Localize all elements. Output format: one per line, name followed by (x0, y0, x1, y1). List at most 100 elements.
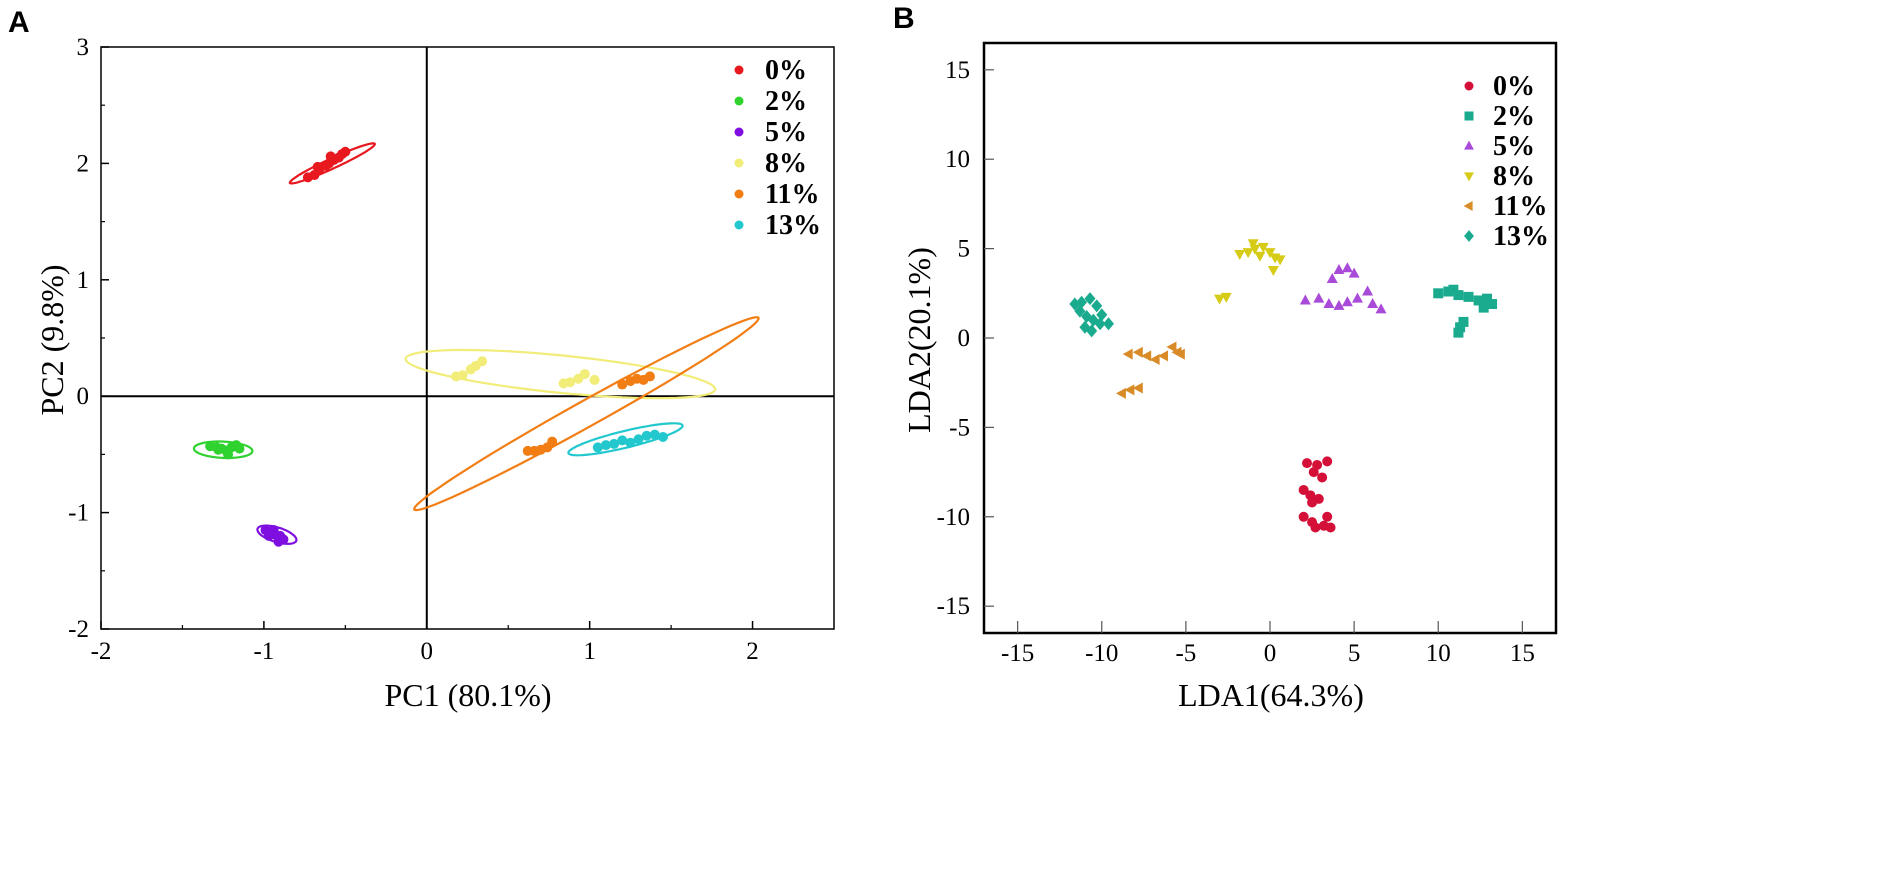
panel-a-data-point (617, 379, 628, 390)
panel-b-legend-marker (1464, 140, 1474, 150)
panel-a-x-tick-label: 0 (421, 638, 434, 665)
panel-b-legend-marker (1464, 81, 1474, 91)
panel-b-data-point (1351, 292, 1363, 303)
panel-b-data-point (1214, 294, 1226, 305)
panel-a-legend-label: 11% (765, 179, 819, 210)
panel-b-data-point (1254, 251, 1266, 262)
panel-b-data-point (1124, 384, 1135, 396)
panel-a-y-tick-label: -1 (68, 500, 89, 527)
panel-b-data-point (1323, 298, 1335, 309)
panel-a-legend-label: 0% (765, 55, 807, 86)
panel-a-y-tick-label: 1 (77, 267, 90, 294)
panel-b-data-point (1257, 242, 1269, 253)
panel-a-legend-label: 5% (765, 117, 807, 148)
panel-b-data-point (1298, 484, 1309, 495)
panel-b-x-tick-label: 15 (1510, 640, 1535, 667)
panel-a-legend-marker (734, 220, 744, 230)
panel-b-y-tick-label: -5 (949, 414, 970, 441)
panel-a-data-point (263, 530, 274, 541)
panel-a-legend-label: 13% (765, 210, 821, 241)
panel-b-data-point (1433, 288, 1444, 299)
panel-b-data-point (1487, 299, 1498, 310)
panel-b-legend: 0%2%5%8%11%13% (1463, 71, 1549, 252)
panel-a-x-tick-label: 2 (746, 638, 759, 665)
panel-b-data-point (1310, 522, 1321, 533)
panel-b-data-point (1325, 522, 1336, 533)
panel-b-data-point (1076, 295, 1088, 309)
panel-a-legend-label: 8% (765, 148, 807, 179)
panel-a-data-point (641, 430, 652, 441)
panel-b-data-point (1242, 248, 1254, 259)
panel-b-data-point (1308, 467, 1319, 478)
panel-b-data-point (1149, 353, 1160, 365)
panel-a-data-point (234, 443, 245, 454)
panel-a-data-point (617, 435, 628, 446)
panel-b-data-point (1141, 350, 1152, 362)
panel-b-x-tick-label: -15 (1001, 640, 1034, 667)
panel-b-data-point (1299, 294, 1311, 305)
panel-a-legend-marker (734, 127, 744, 137)
panel-b-data-point (1453, 327, 1464, 338)
panel-b-plot-frame (982, 41, 1558, 635)
panel-a-data-point (644, 371, 655, 382)
panel-a-confidence-ellipse (413, 316, 760, 512)
panel-a-data-point (325, 151, 336, 162)
panel-a-data-point (592, 442, 603, 453)
panel-b-legend-marker (1464, 172, 1474, 182)
panel-a-y-tick-label: 0 (77, 383, 90, 410)
panel-b-data-point (1102, 317, 1114, 331)
panel-a-data-point (657, 431, 668, 442)
panel-a-data-point (223, 449, 234, 460)
panel-b-letter: B (893, 2, 915, 35)
panel-a-letter: A (8, 6, 30, 39)
panel-b-data-point (1362, 285, 1374, 296)
panel-b-data-point (1174, 348, 1185, 360)
panel-a-legend-marker (734, 189, 744, 199)
panel-a-legend-marker (734, 158, 744, 168)
panel-b-legend-marker (1464, 230, 1474, 242)
panel-b-data-point (1132, 382, 1143, 394)
panel-a-ellipses (192, 142, 760, 545)
panel-a-data-point (273, 536, 284, 547)
panel-a-data-point (565, 377, 576, 388)
panel-b-x-axis-title: LDA1(64.3%) (1178, 677, 1364, 713)
panel-b-legend-label: 8% (1493, 161, 1535, 192)
panel-b-data-point (1302, 458, 1313, 469)
panel-b-legend-label: 11% (1493, 191, 1547, 222)
panel-b-data-point (1158, 350, 1169, 362)
panel-b-data-point (1084, 292, 1096, 306)
panel-b-legend-marker (1463, 201, 1473, 211)
panel-b-data-point (1122, 348, 1133, 360)
panel-b-data-point (1341, 296, 1353, 307)
panel-a-data-point (600, 440, 611, 451)
panel-b-data-point (1322, 511, 1333, 522)
panel-a-data-point (649, 429, 660, 440)
panel-b-data-point (1274, 255, 1286, 266)
panel-a-y-tick-label: 2 (77, 150, 90, 177)
panel-b-y-tick-label: 0 (958, 325, 971, 352)
panel-b-data-point (1220, 292, 1232, 303)
panel-b-data-point (1333, 299, 1345, 310)
panel-a-data-point (457, 370, 468, 381)
panel-b-data-point (1307, 497, 1318, 508)
panel-b-y-tick-label: -10 (937, 504, 970, 531)
panel-a-y-axis-title: PC2 (9.8%) (34, 264, 70, 415)
panel-b-data-point (1132, 346, 1143, 358)
panel-b-data-point (1096, 308, 1108, 322)
panel-b-data-point (1115, 387, 1126, 399)
panel-a-data-point (625, 437, 636, 448)
panel-a-x-tick-label: -2 (91, 638, 112, 665)
panel-b-data-point (1322, 456, 1333, 467)
panel-a-data-point (547, 436, 558, 447)
panel-b-data-point (1091, 299, 1103, 313)
panel-b-data-point (1341, 262, 1353, 273)
panel-b-data-point (1086, 324, 1098, 338)
panel-b-y-tick-label: 10 (945, 146, 970, 173)
panel-b-data-point (1367, 298, 1379, 309)
panel-a-data-point (589, 374, 600, 385)
panel-a-data-point (312, 161, 323, 172)
panel-b-y-tick-label: 5 (958, 236, 971, 263)
panel-a-data-point (340, 146, 351, 157)
